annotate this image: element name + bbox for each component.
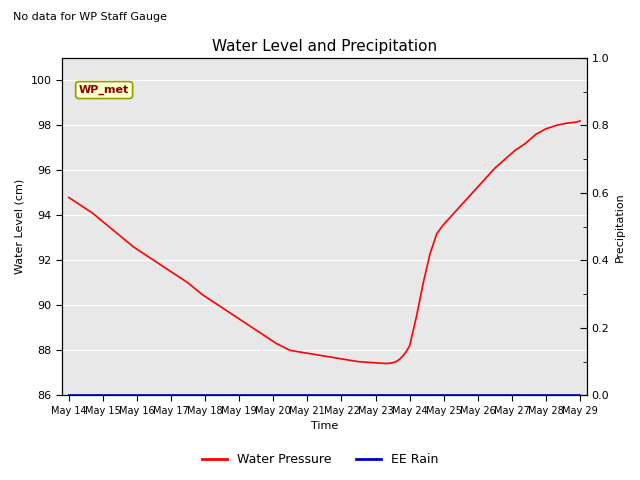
Title: Water Level and Precipitation: Water Level and Precipitation (212, 39, 437, 54)
Text: WP_met: WP_met (79, 85, 129, 95)
Text: No data for WP Staff Gauge: No data for WP Staff Gauge (13, 12, 167, 22)
Legend: Water Pressure, EE Rain: Water Pressure, EE Rain (196, 448, 444, 471)
Y-axis label: Precipitation: Precipitation (615, 192, 625, 262)
Y-axis label: Water Level (cm): Water Level (cm) (15, 179, 25, 274)
X-axis label: Time: Time (311, 421, 338, 432)
